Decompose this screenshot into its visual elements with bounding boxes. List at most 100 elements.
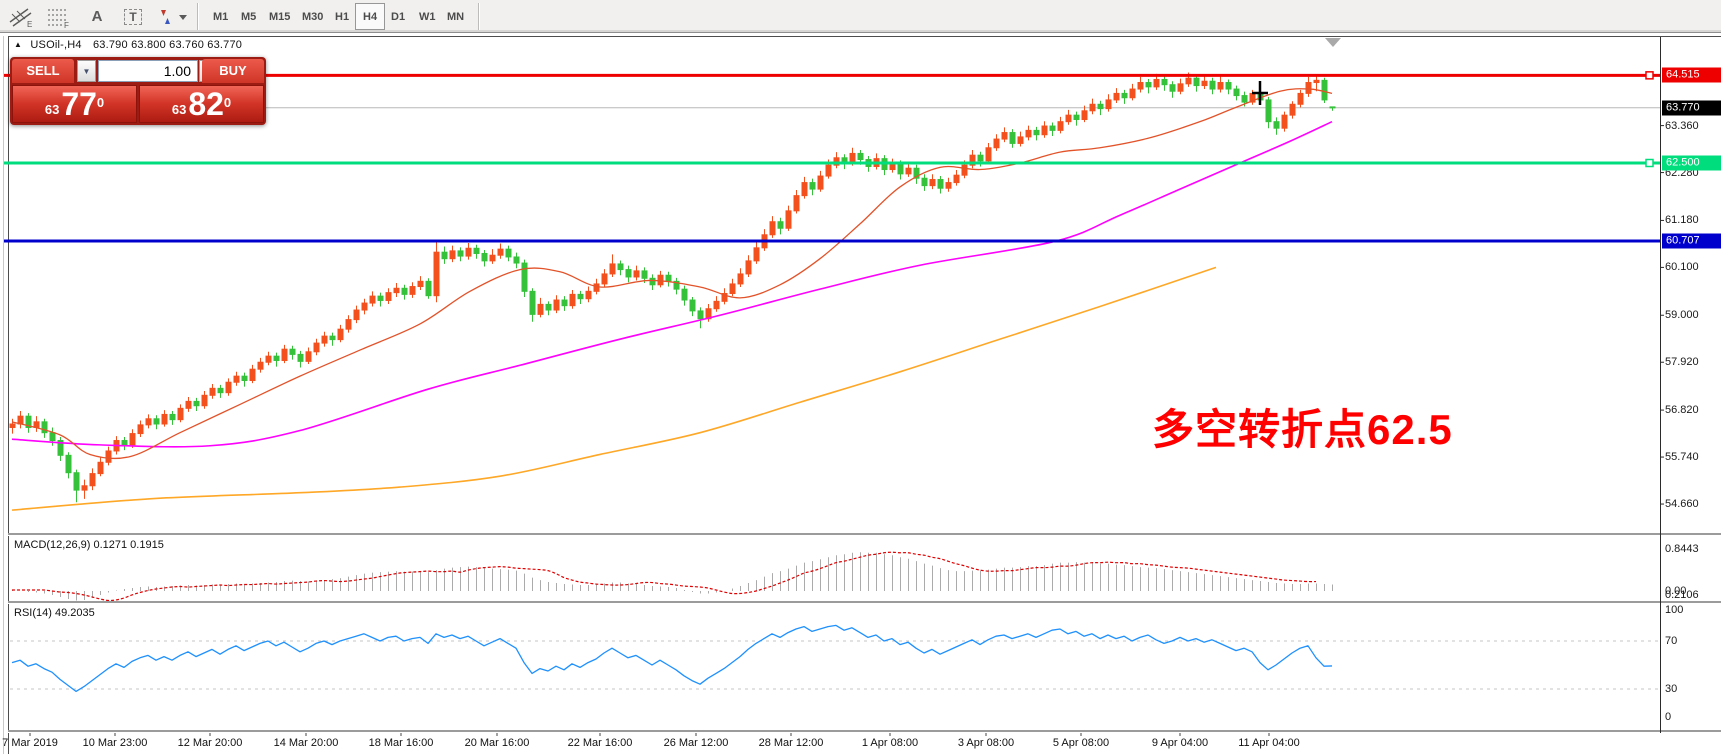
candle-body xyxy=(921,177,928,187)
candle-body xyxy=(73,472,80,491)
buy-price-big: 82 xyxy=(188,86,224,122)
candle-body xyxy=(1113,92,1120,101)
candle-body xyxy=(1297,92,1304,105)
collapse-icon[interactable]: ▲ xyxy=(14,40,23,49)
panel-separator-macd-rsi[interactable] xyxy=(8,601,1721,603)
ohlc-values: 63.790 63.800 63.760 63.770 xyxy=(92,39,243,51)
sell-button[interactable]: SELL xyxy=(12,59,74,83)
time-scale-label: 11 Apr 04:00 xyxy=(1238,737,1300,749)
buy-price-button[interactable]: 63 82 0 xyxy=(139,85,264,123)
candle-body xyxy=(81,485,88,491)
candle-body xyxy=(273,355,280,361)
rsi-scale-label: 100 xyxy=(1665,603,1684,616)
candle-body xyxy=(473,247,480,254)
line-handle-64.515[interactable] xyxy=(1645,71,1654,80)
macd-signal-line xyxy=(11,551,1317,602)
candle-body xyxy=(753,247,760,262)
panel-separator-main-macd[interactable] xyxy=(8,533,1721,535)
candle-body xyxy=(1137,82,1144,90)
candle-body xyxy=(929,179,936,187)
price-axis-line[interactable] xyxy=(1660,37,1661,733)
candle-body xyxy=(1025,129,1032,138)
text-icon-glyph: A xyxy=(91,8,103,25)
candle-body xyxy=(1193,77,1200,87)
candle-body xyxy=(217,387,224,394)
candle-body xyxy=(809,182,816,190)
candle-body xyxy=(985,147,992,162)
volume-decrease-button[interactable]: ▼ xyxy=(77,60,96,82)
sell-price-sup: 0 xyxy=(96,95,105,110)
text-icon[interactable]: A xyxy=(82,4,112,29)
candle-body xyxy=(1321,79,1328,101)
candle-body xyxy=(1049,125,1056,131)
candle-body xyxy=(409,286,416,295)
fibonacci-icon[interactable]: F xyxy=(44,4,74,29)
candle-body xyxy=(305,351,312,362)
candle-body xyxy=(1225,82,1232,90)
candle-body xyxy=(161,413,168,425)
candle-body xyxy=(625,269,632,278)
timeframe-button-M1[interactable]: M1 xyxy=(213,10,229,23)
buy-button[interactable]: BUY xyxy=(202,59,264,83)
candle-body xyxy=(337,328,344,341)
timeframe-button-M15[interactable]: M15 xyxy=(269,10,291,23)
timeframe-button-H1[interactable]: H1 xyxy=(335,10,350,23)
candle-body xyxy=(1033,129,1040,136)
time-scale-label: 5 Apr 08:00 xyxy=(1052,737,1110,749)
timeframe-button-M5[interactable]: M5 xyxy=(241,10,257,23)
candle-body xyxy=(1129,88,1136,99)
candle-body xyxy=(977,154,984,162)
text-label-icon[interactable]: T xyxy=(118,4,148,29)
candle-body xyxy=(377,295,384,301)
candle-body xyxy=(1121,92,1128,99)
candle-body xyxy=(1313,79,1320,84)
candle-body xyxy=(697,310,704,320)
window-outer-edge xyxy=(3,36,4,754)
toolbar-separator xyxy=(197,3,198,30)
candle-body xyxy=(817,175,824,190)
candle-body xyxy=(1329,106,1336,109)
equidistant-channel-icon[interactable]: E xyxy=(6,4,36,29)
candle-body xyxy=(1273,121,1280,129)
price-scale-label: 61.180 xyxy=(1665,214,1699,227)
chart-text-annotation[interactable]: 多空转折点62.5 xyxy=(1152,406,1453,453)
candle-body xyxy=(825,164,832,177)
macd-scale-label: 0.8443 xyxy=(1665,543,1699,556)
candle-body xyxy=(105,450,112,463)
candle-body xyxy=(713,300,720,310)
candle-body xyxy=(281,348,288,361)
candle-body xyxy=(657,274,664,286)
candle-body xyxy=(1169,84,1176,92)
candle-body xyxy=(137,424,144,435)
candle-body xyxy=(793,195,800,212)
candle-body xyxy=(121,440,128,446)
candle-body xyxy=(545,303,552,311)
timeframe-button-D1[interactable]: D1 xyxy=(391,10,406,23)
line-handle-62.5[interactable] xyxy=(1645,158,1654,168)
candle-body xyxy=(417,280,424,288)
candle-body xyxy=(961,164,968,176)
candle-body xyxy=(577,293,584,300)
candle-body xyxy=(521,262,528,292)
candle-body xyxy=(665,274,672,282)
chart-window[interactable] xyxy=(8,36,1721,754)
macd-label: MACD(12,26,9) 0.1271 0.1915 xyxy=(14,539,164,551)
candle-body xyxy=(1177,83,1184,92)
chart-title: ▲ USOil-,H4 63.790 63.800 63.760 63.770 xyxy=(14,39,242,51)
candle-body xyxy=(945,182,952,189)
candle-body xyxy=(225,381,232,394)
candle-body xyxy=(1097,103,1104,110)
timeframe-button-H4[interactable]: H4 xyxy=(355,3,386,30)
sell-price-button[interactable]: 63 77 0 xyxy=(12,85,137,123)
toolbar: E F A T M1 M5 M15 M30 H1 H4 D1 W1 MN xyxy=(0,0,1721,33)
price-scale-label: 60.100 xyxy=(1665,261,1699,274)
arrows-icon[interactable] xyxy=(152,4,192,29)
candle-body xyxy=(513,256,520,264)
candle-body xyxy=(905,167,912,175)
timeframe-button-W1[interactable]: W1 xyxy=(419,10,436,23)
volume-input[interactable] xyxy=(98,60,198,82)
timeframe-button-M30[interactable]: M30 xyxy=(302,10,324,23)
timeframe-button-MN[interactable]: MN xyxy=(447,10,465,23)
candle-body xyxy=(609,263,616,275)
